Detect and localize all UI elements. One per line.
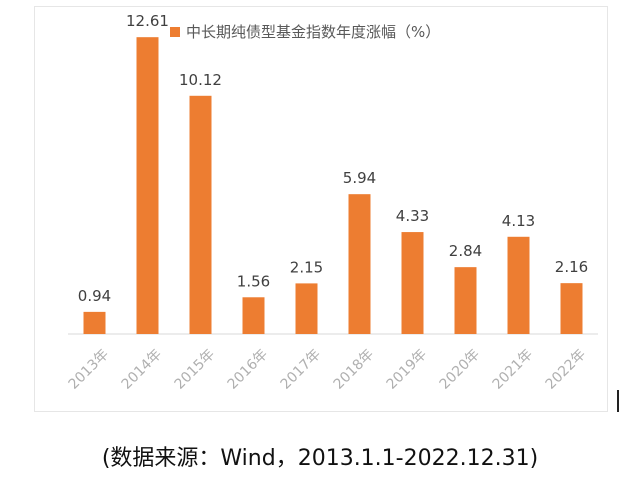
legend-swatch	[170, 27, 180, 37]
bars	[83, 37, 583, 335]
bar-chart: 中长期纯债型基金指数年度涨幅（%） 0.94 12.61 10.12 1.56 2.15…	[66, 12, 598, 393]
x-tick-label-9: 2022年	[543, 346, 589, 392]
data-label-6: 4.33	[396, 207, 429, 225]
bar-5	[348, 194, 371, 334]
x-tick-label-3: 2016年	[225, 346, 271, 392]
data-labels: 0.94 12.61 10.12 1.56 2.15 5.94 4.33 2.84 4.13 2.…	[78, 12, 588, 305]
x-tick-label-4: 2017年	[278, 346, 324, 392]
data-label-4: 2.15	[290, 258, 323, 276]
x-tick-label-2: 2015年	[172, 346, 218, 392]
bar-8	[507, 236, 530, 334]
data-label-1: 12.61	[126, 12, 169, 30]
divider-mark	[617, 390, 619, 412]
x-tick-label-6: 2019年	[384, 346, 430, 392]
bar-7	[454, 267, 477, 334]
data-label-3: 1.56	[237, 272, 270, 290]
x-tick-label-8: 2021年	[490, 346, 536, 392]
bar-3	[242, 297, 265, 334]
x-tick-label-5: 2018年	[331, 346, 377, 392]
x-tick-label-7: 2020年	[437, 346, 483, 392]
x-tick-label-0: 2013年	[66, 346, 112, 392]
bar-1	[136, 37, 159, 335]
bar-2	[189, 95, 212, 334]
data-label-2: 10.12	[179, 71, 222, 89]
data-label-5: 5.94	[343, 169, 376, 187]
data-label-9: 2.16	[555, 258, 588, 276]
bar-0	[83, 311, 106, 334]
x-tick-label-1: 2014年	[119, 346, 165, 392]
chart-frame	[34, 6, 608, 412]
data-label-7: 2.84	[449, 242, 482, 260]
bar-6	[401, 232, 424, 334]
legend-text: 中长期纯债型基金指数年度涨幅（%）	[186, 23, 440, 41]
bar-9	[560, 283, 583, 334]
data-label-0: 0.94	[78, 287, 111, 305]
data-label-8: 4.13	[502, 212, 535, 230]
legend: 中长期纯债型基金指数年度涨幅（%）	[170, 23, 440, 41]
source-caption: (数据来源：Wind，2013.1.1-2022.12.31)	[101, 446, 539, 471]
bar-4	[295, 283, 318, 334]
x-tick-labels: 2013年 2014年 2015年 2016年 2017年 2018年 2019年 2020年…	[66, 346, 589, 392]
